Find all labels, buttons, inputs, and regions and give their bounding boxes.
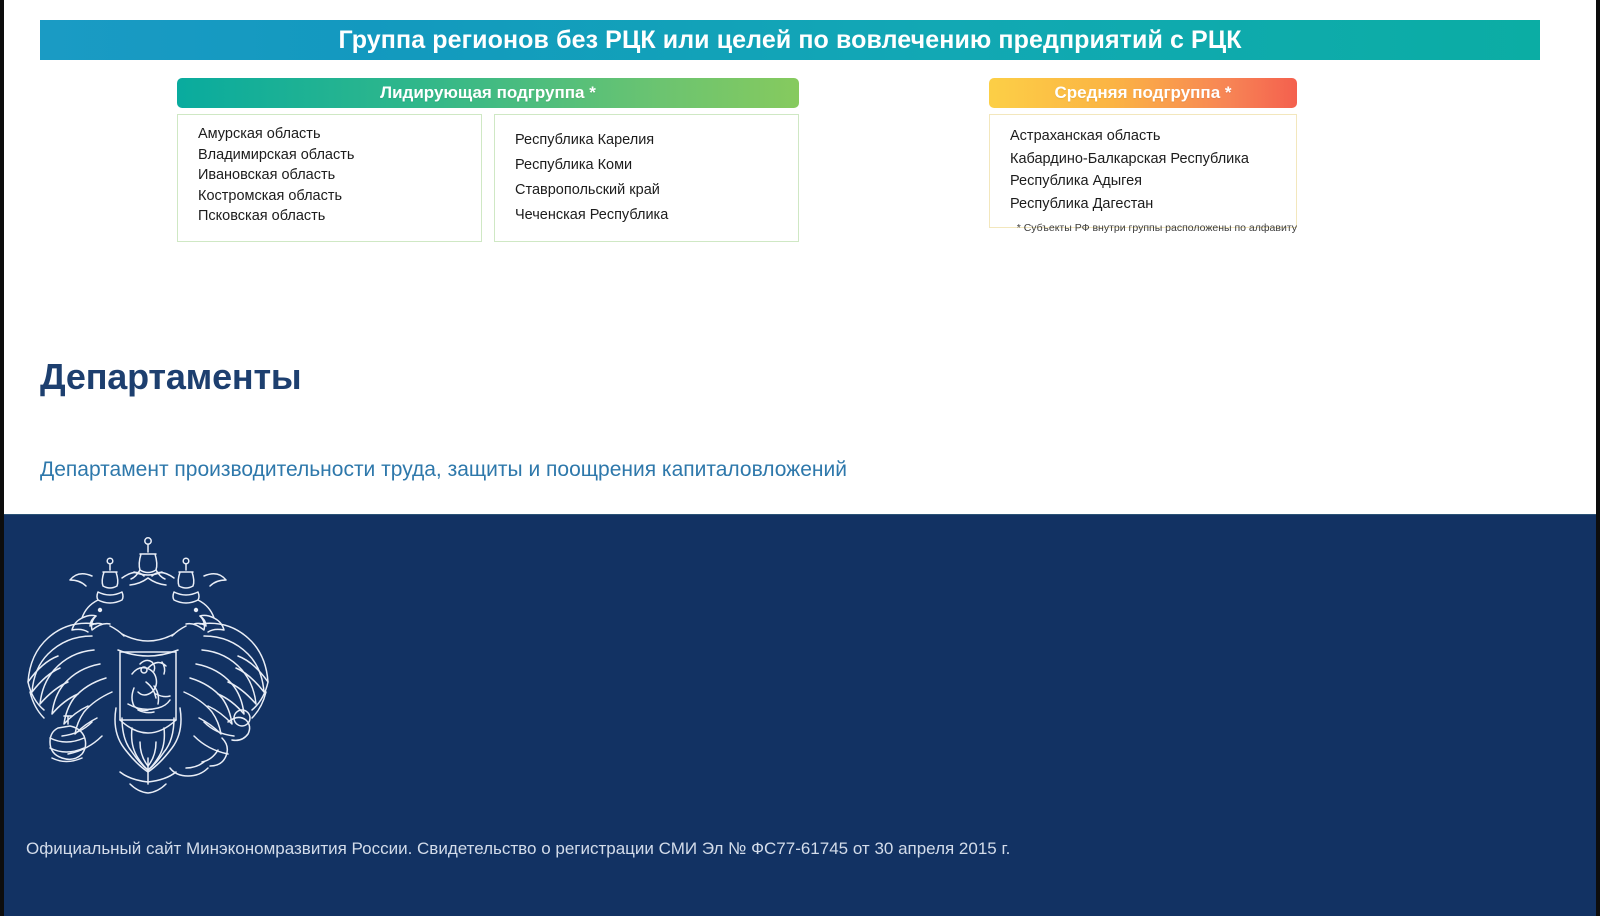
region-item: Республика Дагестан: [1010, 195, 1154, 212]
page-edge-right: [1596, 0, 1600, 916]
page-edge-left: [0, 0, 4, 916]
region-item: Ставропольский край: [515, 182, 660, 198]
region-item: Амурская область: [198, 126, 321, 142]
region-item: Астраханская область: [1010, 128, 1161, 144]
region-card: Республика Карелия Республика Коми Ставр…: [494, 114, 799, 242]
subgroup-middle: Средняя подгруппа * Астраханская область…: [989, 78, 1297, 228]
subgroup-middle-cards: Астраханская область Кабардино-Балкарска…: [989, 114, 1297, 228]
region-item: Республика Адыгея: [1010, 173, 1143, 189]
subgroup-leading: Лидирующая подгруппа * Амурская область …: [177, 78, 799, 242]
regions-infographic: Группа регионов без РЦК или целей по вов…: [0, 0, 1600, 250]
region-item: Ивановская область: [198, 167, 336, 183]
infographic-banner-title: Группа регионов без РЦК или целей по вов…: [40, 20, 1540, 60]
region-card: Астраханская область Кабардино-Балкарска…: [989, 114, 1297, 228]
region-item: Кабардино-Балкарская Республика: [1010, 150, 1249, 167]
subgroup-middle-pill-label: Средняя подгруппа *: [989, 78, 1297, 108]
region-item: Чеченская Республика: [515, 207, 669, 223]
infographic-footnote: * Субъекты РФ внутри группы расположены …: [1016, 222, 1297, 234]
subgroup-leading-cards: Амурская область Владимирская область Ив…: [177, 114, 799, 242]
russian-coat-of-arms-icon: [22, 532, 274, 810]
footer-legal-text: Официальный сайт Минэкономразвития Росси…: [26, 839, 1011, 858]
region-item: Костромская область: [198, 187, 343, 204]
region-item: Республика Карелия: [515, 132, 655, 148]
subgroup-leading-pill-label: Лидирующая подгруппа *: [177, 78, 799, 108]
region-item: Владимирская область: [198, 146, 355, 163]
site-footer: Официальный сайт Минэкономразвития Росси…: [0, 514, 1600, 916]
page-title: Департаменты: [40, 356, 302, 397]
region-item: Псковская область: [198, 208, 326, 224]
subgroups-container: Лидирующая подгруппа * Амурская область …: [0, 78, 1600, 248]
department-link[interactable]: Департамент производительности труда, за…: [40, 458, 847, 481]
region-card: Амурская область Владимирская область Ив…: [177, 114, 482, 242]
region-item: Республика Коми: [515, 157, 633, 173]
